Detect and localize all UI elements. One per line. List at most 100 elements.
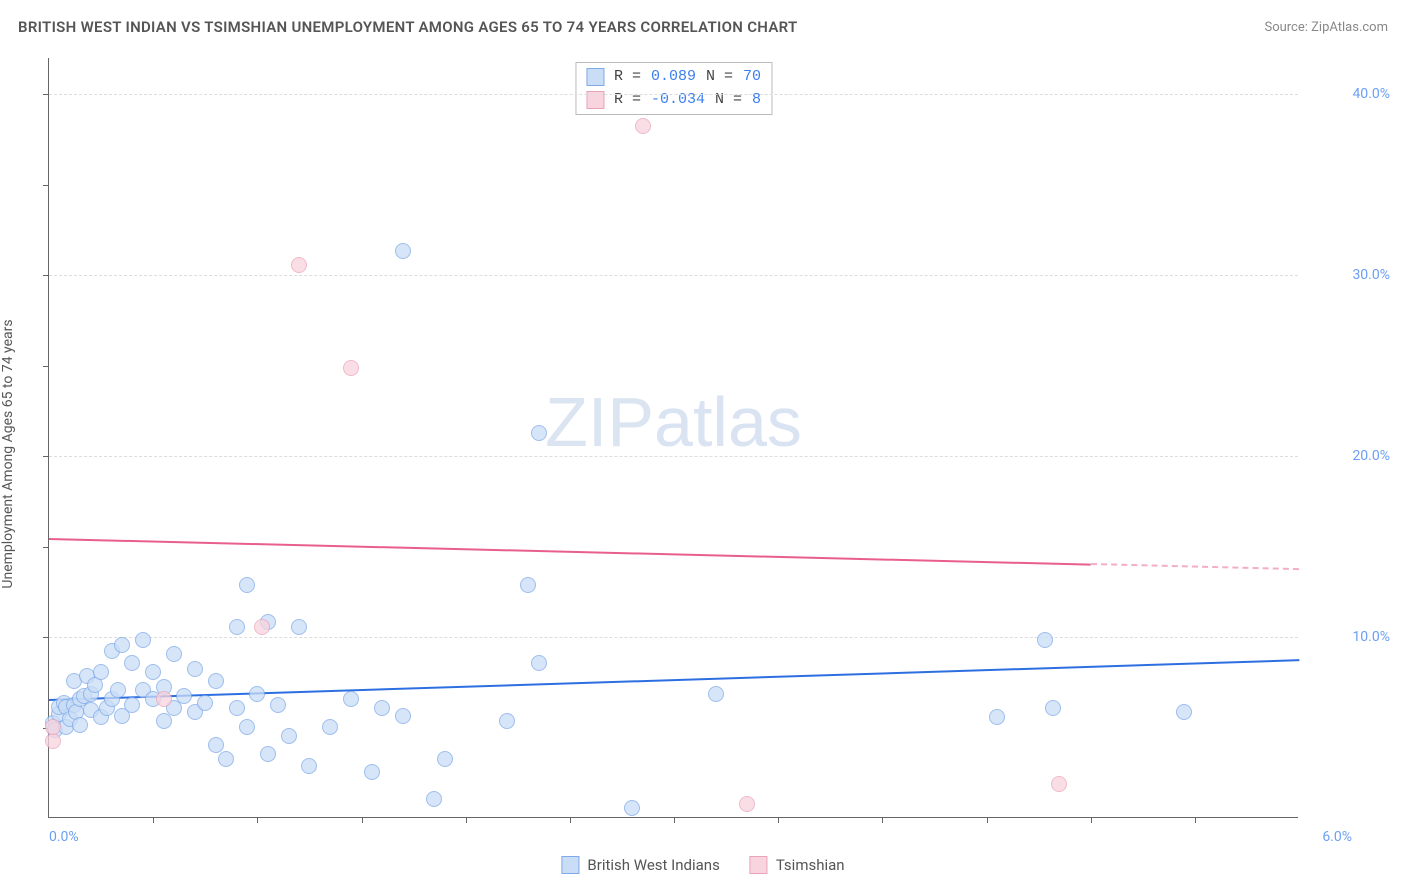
- x-tick-mark: [1195, 817, 1196, 823]
- y-tick-label: 10.0%: [1352, 629, 1390, 645]
- data-point: [45, 719, 61, 735]
- data-point: [239, 719, 255, 735]
- x-tick-mark: [987, 817, 988, 823]
- y-tick-mark: [43, 275, 49, 276]
- data-point: [343, 360, 359, 376]
- gridline: [49, 456, 1298, 457]
- n-value: 8: [752, 89, 761, 112]
- data-point: [989, 709, 1005, 725]
- data-point: [166, 646, 182, 662]
- data-point: [1037, 632, 1053, 648]
- data-point: [45, 733, 61, 749]
- data-point: [624, 800, 640, 816]
- data-point: [281, 728, 297, 744]
- correlation-legend: R = 0.089N =70R =-0.034N = 8: [575, 62, 772, 115]
- data-point: [1176, 704, 1192, 720]
- corr-legend-row: R = -0.034 N = 8: [586, 89, 761, 112]
- data-point: [93, 664, 109, 680]
- data-point: [114, 637, 130, 653]
- y-tick-label: 40.0%: [1352, 86, 1390, 102]
- title-bar: BRITISH WEST INDIAN VS TSIMSHIAN UNEMPLO…: [18, 18, 1388, 36]
- x-tick-mark: [466, 817, 467, 823]
- x-tick-mark: [362, 817, 363, 823]
- data-point: [124, 697, 140, 713]
- y-tick-label: 30.0%: [1352, 267, 1390, 283]
- data-point: [739, 796, 755, 812]
- y-tick-mark: [43, 547, 49, 548]
- legend-swatch: [561, 856, 579, 874]
- data-point: [531, 425, 547, 441]
- r-label: R =: [614, 89, 641, 112]
- data-point: [239, 577, 255, 593]
- watermark: ZIPatlas: [545, 382, 802, 462]
- gridline: [49, 637, 1298, 638]
- legend-label: Tsimshian: [776, 856, 845, 874]
- y-tick-mark: [43, 94, 49, 95]
- n-label: N =: [706, 66, 733, 89]
- legend-swatch: [586, 68, 604, 86]
- series-legend: British West Indians Tsimshian: [561, 856, 844, 874]
- data-point: [176, 688, 192, 704]
- data-point: [374, 700, 390, 716]
- y-tick-mark: [43, 366, 49, 367]
- legend-swatch: [750, 856, 768, 874]
- data-point: [291, 619, 307, 635]
- x-tick-mark: [778, 817, 779, 823]
- y-tick-mark: [43, 456, 49, 457]
- x-tick-label: 6.0%: [1322, 829, 1352, 845]
- data-point: [229, 619, 245, 635]
- data-point: [72, 717, 88, 733]
- data-point: [208, 673, 224, 689]
- data-point: [135, 632, 151, 648]
- x-tick-mark: [674, 817, 675, 823]
- data-point: [395, 708, 411, 724]
- data-point: [343, 691, 359, 707]
- gridline: [49, 275, 1298, 276]
- y-tick-mark: [43, 185, 49, 186]
- data-point: [437, 751, 453, 767]
- data-point: [124, 655, 140, 671]
- data-point: [197, 695, 213, 711]
- x-tick-mark: [257, 817, 258, 823]
- data-point: [301, 758, 317, 774]
- data-point: [208, 737, 224, 753]
- data-point: [218, 751, 234, 767]
- r-value: -0.034: [651, 89, 705, 112]
- data-point: [249, 686, 265, 702]
- data-point: [187, 661, 203, 677]
- data-point: [254, 619, 270, 635]
- data-point: [156, 691, 172, 707]
- legend-label: British West Indians: [587, 856, 719, 874]
- data-point: [156, 713, 172, 729]
- data-point: [260, 746, 276, 762]
- data-point: [1045, 700, 1061, 716]
- x-tick-mark: [570, 817, 571, 823]
- trend-line: [49, 659, 1299, 701]
- gridline: [49, 94, 1298, 95]
- data-point: [499, 713, 515, 729]
- r-value: 0.089: [651, 66, 696, 89]
- data-point: [635, 118, 651, 134]
- n-value: 70: [743, 66, 761, 89]
- data-point: [531, 655, 547, 671]
- data-point: [708, 686, 724, 702]
- trend-line: [1091, 563, 1299, 570]
- x-tick-label: 0.0%: [49, 829, 79, 845]
- scatter-plot: ZIPatlas R = 0.089N =70R =-0.034N = 8 10…: [48, 58, 1298, 818]
- r-label: R =: [614, 66, 641, 89]
- chart-title: BRITISH WEST INDIAN VS TSIMSHIAN UNEMPLO…: [18, 18, 798, 36]
- data-point: [395, 243, 411, 259]
- y-tick-mark: [43, 637, 49, 638]
- data-point: [364, 764, 380, 780]
- data-point: [426, 791, 442, 807]
- source-label: Source: ZipAtlas.com: [1264, 20, 1388, 35]
- corr-legend-row: R = 0.089 N = 70: [586, 66, 761, 89]
- data-point: [520, 577, 536, 593]
- legend-item: Tsimshian: [750, 856, 845, 874]
- data-point: [229, 700, 245, 716]
- legend-item: British West Indians: [561, 856, 719, 874]
- x-tick-mark: [153, 817, 154, 823]
- data-point: [270, 697, 286, 713]
- x-tick-mark: [1091, 817, 1092, 823]
- n-label: N =: [715, 89, 742, 112]
